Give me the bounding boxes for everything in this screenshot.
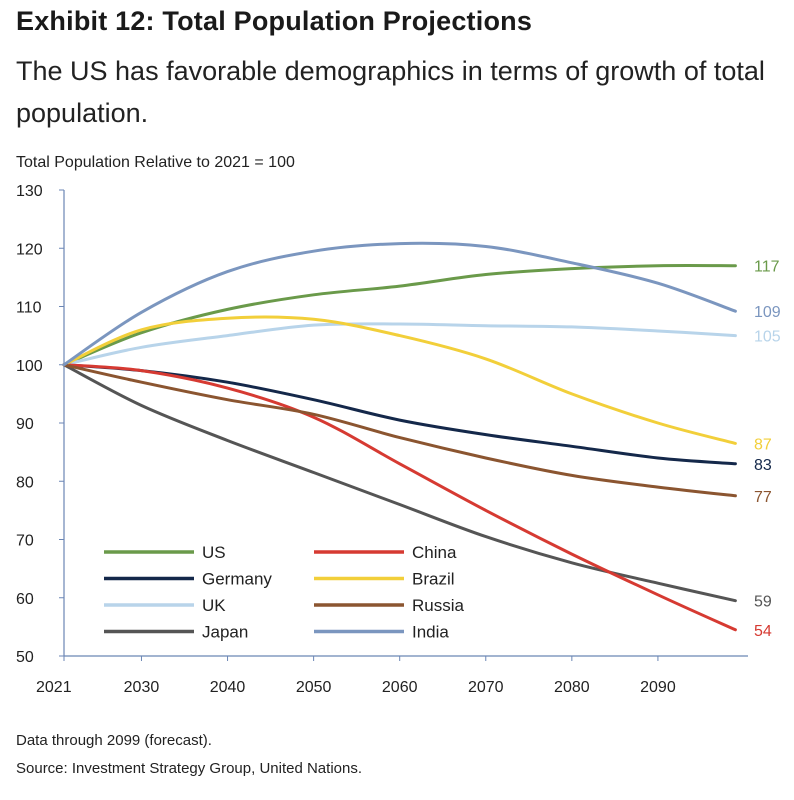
y-tick-label: 130 — [16, 183, 43, 200]
end-label-uk: 105 — [754, 329, 781, 346]
y-tick-label: 100 — [16, 358, 43, 375]
legend-label-us: US — [202, 543, 226, 562]
end-label-china: 54 — [754, 623, 772, 640]
end-label-russia: 77 — [754, 489, 772, 506]
series-line-us — [62, 263, 737, 367]
footnote-data-range: Data through 2099 (forecast). — [16, 732, 212, 749]
series-line-brazil — [62, 315, 737, 445]
end-label-india: 109 — [754, 304, 781, 321]
y-tick-label: 110 — [16, 300, 42, 317]
footnote-source: Source: Investment Strategy Group, Unite… — [16, 760, 363, 777]
end-label-germany: 83 — [754, 457, 772, 474]
y-axis-label: Total Population Relative to 2021 = 100 — [16, 154, 295, 171]
legend-label-germany: Germany — [202, 570, 272, 589]
x-tick-label: 2030 — [124, 679, 160, 696]
legend-label-japan: Japan — [202, 623, 248, 642]
chart-title: Exhibit 12: Total Population Projections — [16, 6, 533, 36]
y-tick-label: 60 — [16, 591, 34, 608]
end-label-brazil: 87 — [754, 436, 772, 453]
y-tick-label: 80 — [16, 474, 34, 491]
x-tick-label: 2050 — [296, 679, 332, 696]
x-tick-label: 2070 — [468, 679, 504, 696]
end-label-us: 117 — [754, 259, 780, 276]
chart-subtitle: The US has favorable demographics in ter… — [16, 56, 765, 128]
y-tick-label: 90 — [16, 416, 34, 433]
y-tick-label: 70 — [16, 533, 34, 550]
x-tick-label: 2060 — [382, 679, 418, 696]
series-line-uk — [62, 322, 737, 367]
x-tick-label: 2040 — [210, 679, 246, 696]
legend-label-russia: Russia — [412, 596, 465, 615]
x-tick-label: 2021 — [36, 679, 72, 696]
series-line-japan — [62, 363, 737, 603]
end-label-japan: 59 — [754, 594, 772, 611]
legend-label-brazil: Brazil — [412, 570, 455, 589]
x-tick-label: 2080 — [554, 679, 590, 696]
legend-label-uk: UK — [202, 596, 226, 615]
series-line-india — [62, 241, 737, 367]
x-tick-label: 2090 — [640, 679, 676, 696]
y-tick-label: 50 — [16, 649, 34, 666]
series-line-russia — [62, 363, 737, 498]
y-tick-label: 120 — [16, 241, 43, 258]
legend-label-india: India — [412, 623, 449, 642]
legend-label-china: China — [412, 543, 457, 562]
series-line-china — [62, 363, 737, 632]
